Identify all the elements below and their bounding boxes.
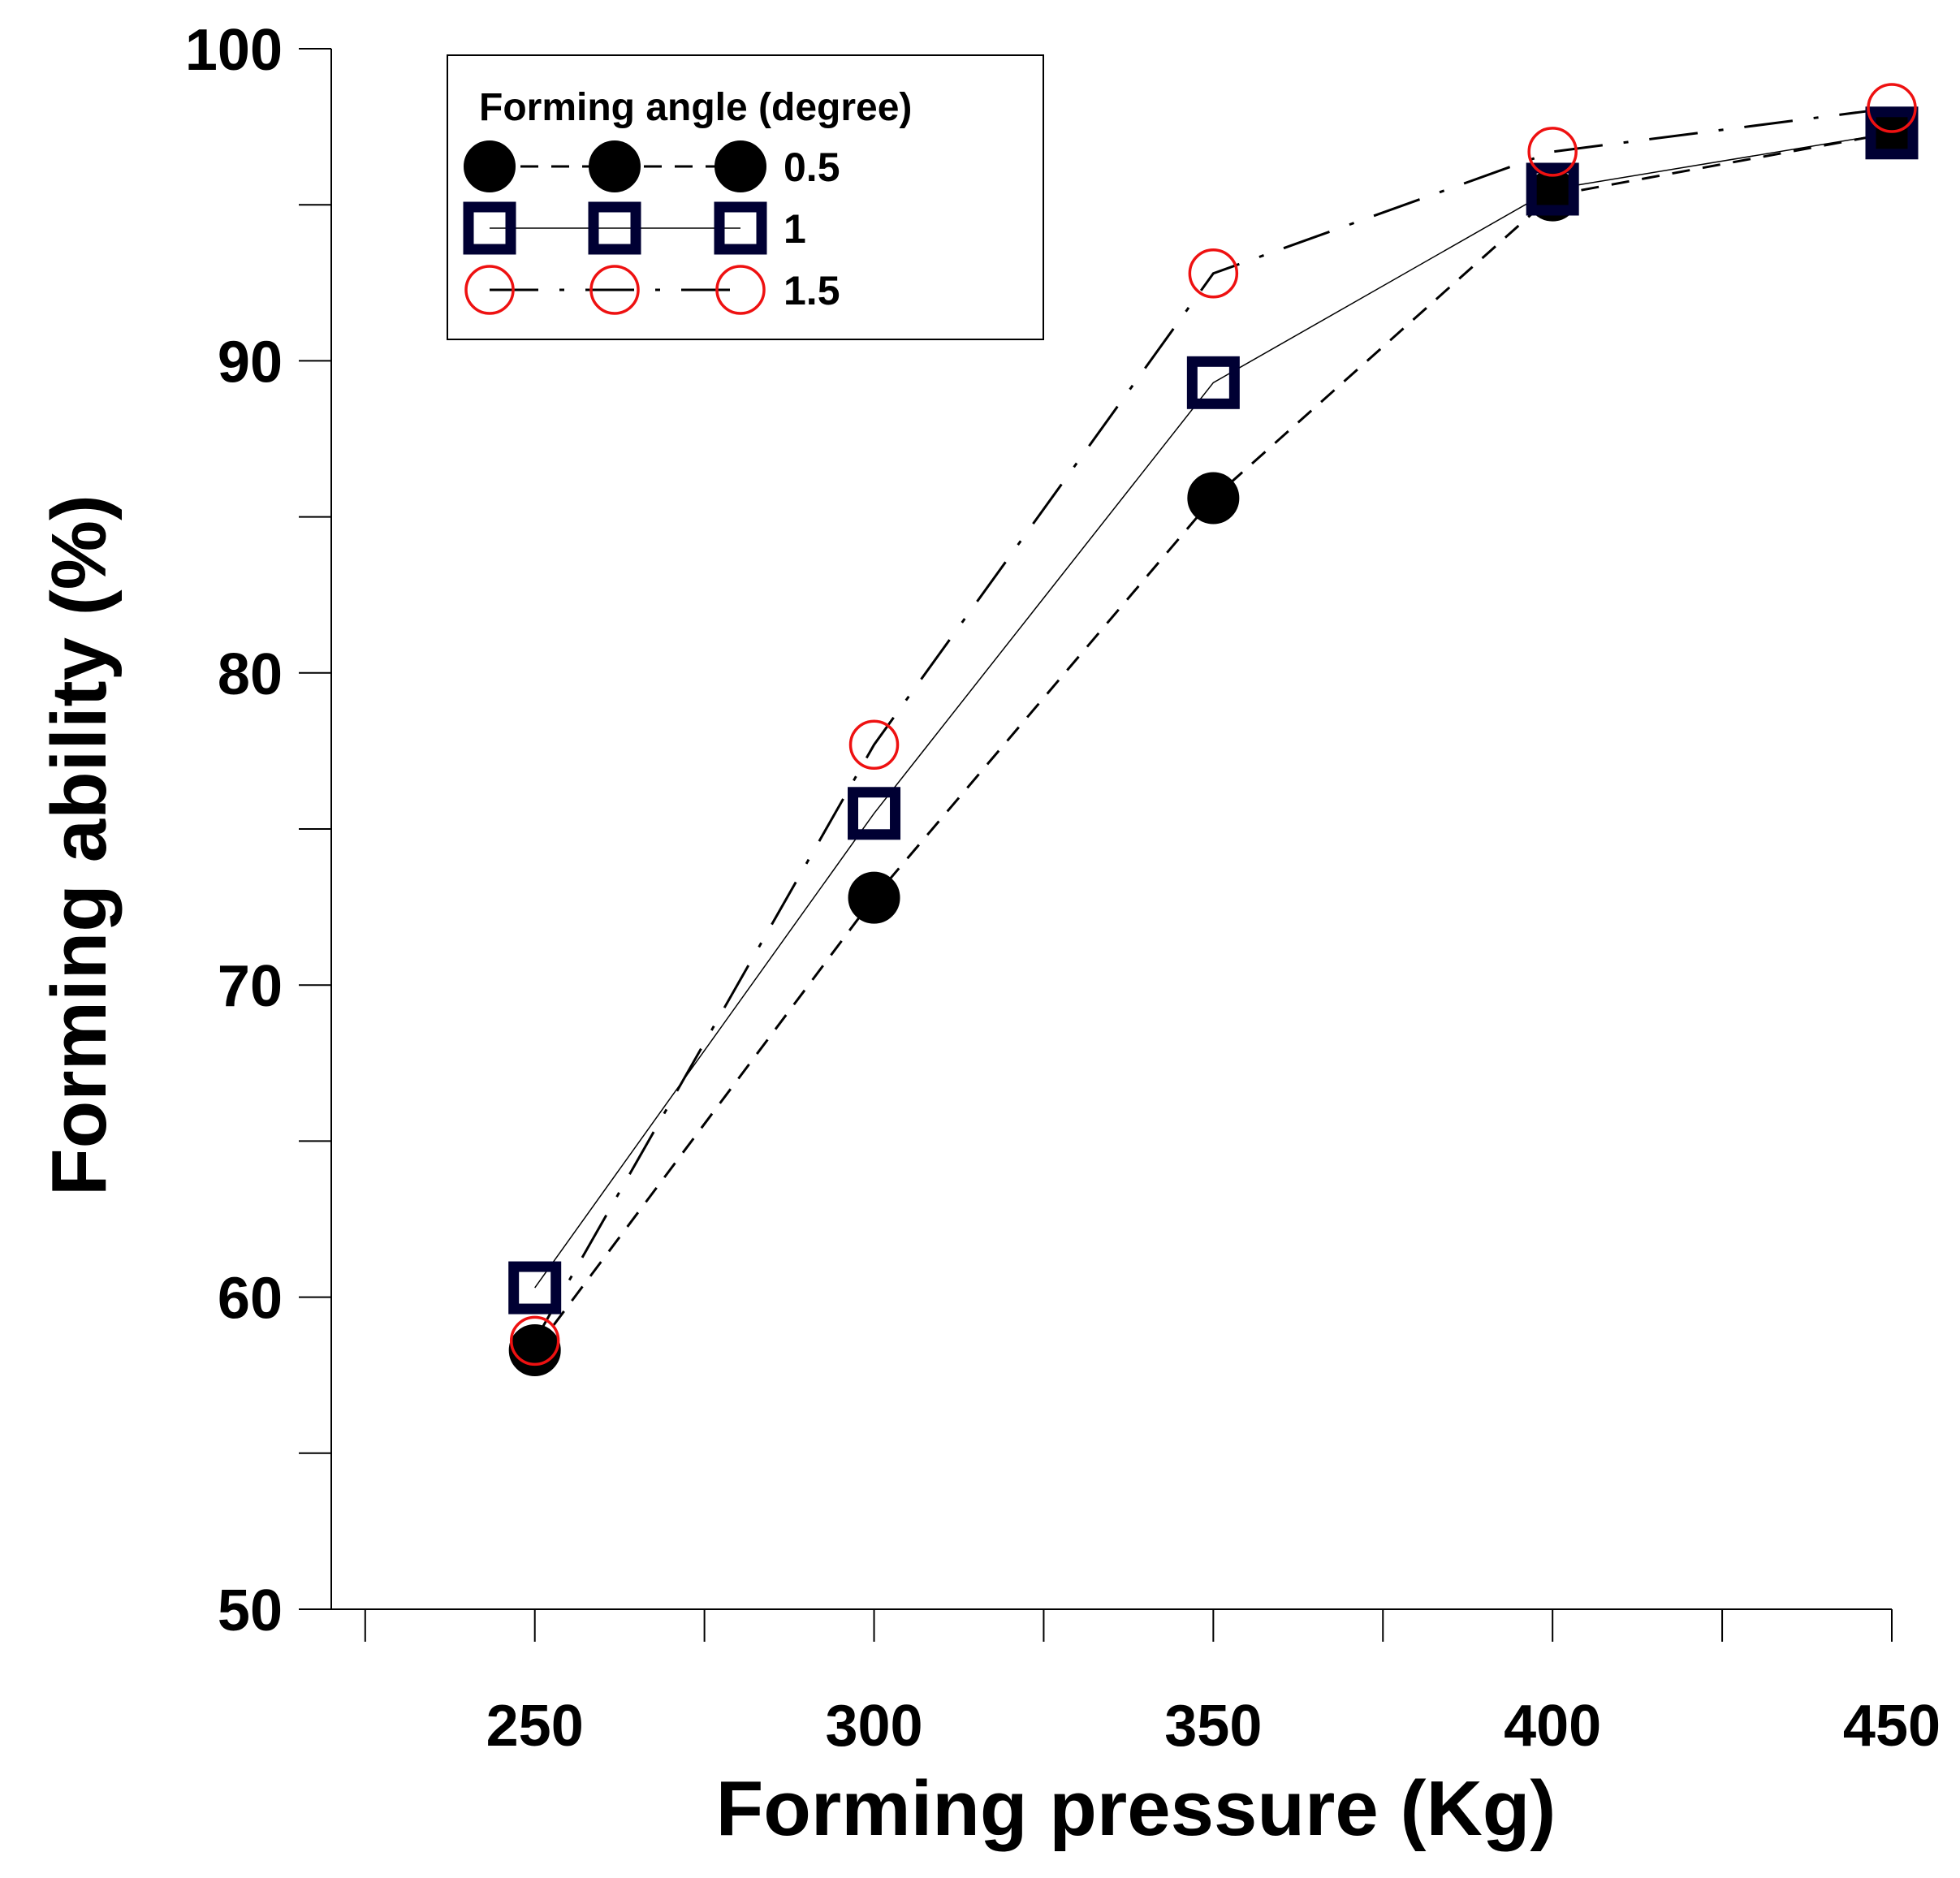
data-point bbox=[508, 1323, 561, 1376]
data-point bbox=[509, 1315, 560, 1366]
data-point bbox=[1526, 162, 1579, 216]
x-tick-label: 350 bbox=[1164, 1694, 1262, 1759]
data-point bbox=[508, 1261, 562, 1315]
axes: 50 60 70 80 90 100 250 300 350 400 450 bbox=[185, 18, 1941, 1759]
legend-entry: 0.5 bbox=[464, 140, 840, 192]
legend-marker bbox=[714, 201, 767, 255]
x-tick-label: 300 bbox=[825, 1694, 922, 1759]
legend-marker bbox=[464, 140, 516, 192]
legend-marker bbox=[463, 201, 516, 255]
legend-marker bbox=[588, 201, 641, 255]
legend-label: 1.5 bbox=[784, 268, 840, 313]
y-tick-label: 70 bbox=[218, 954, 283, 1019]
y-tick-label: 90 bbox=[218, 330, 283, 395]
data-point bbox=[1865, 106, 1919, 160]
legend-marker bbox=[464, 265, 515, 315]
legend-marker bbox=[715, 265, 766, 315]
series-1 bbox=[534, 132, 1893, 1289]
y-tick-label: 80 bbox=[218, 642, 283, 707]
series-markers-0-5 bbox=[508, 106, 1918, 1376]
legend-marker bbox=[589, 140, 641, 192]
legend-marker bbox=[714, 140, 766, 192]
series-markers-1-5 bbox=[509, 83, 1917, 1366]
data-point bbox=[1186, 356, 1240, 409]
data-point bbox=[1188, 248, 1239, 299]
legend-entry: 1 bbox=[463, 201, 806, 255]
x-tick-label: 450 bbox=[1843, 1694, 1941, 1759]
y-axis-title: Forming ability (%) bbox=[36, 494, 123, 1196]
x-tick-label: 400 bbox=[1504, 1694, 1601, 1759]
plot-series bbox=[508, 83, 1919, 1376]
x-axis-title: Forming pressure (Kg) bbox=[716, 1765, 1556, 1852]
data-point bbox=[848, 719, 900, 770]
series-markers-1 bbox=[508, 106, 1919, 1315]
y-tick-label: 100 bbox=[185, 18, 283, 83]
legend-entry: 1.5 bbox=[464, 265, 840, 315]
axis-titles: Forming pressure (Kg) Forming ability (%… bbox=[36, 494, 1556, 1852]
series-line bbox=[533, 106, 1893, 1342]
data-point bbox=[1867, 83, 1917, 133]
data-point bbox=[848, 787, 901, 840]
legend-label: 0.5 bbox=[784, 145, 840, 190]
y-tick-label: 60 bbox=[218, 1267, 283, 1332]
data-point bbox=[1527, 127, 1578, 177]
legend-label: 1 bbox=[784, 206, 806, 252]
series-line bbox=[534, 132, 1893, 1289]
legend-title: Forming angle (degree) bbox=[479, 86, 912, 129]
x-tick-label: 250 bbox=[486, 1694, 584, 1759]
data-point bbox=[848, 871, 900, 924]
data-point bbox=[1187, 472, 1240, 525]
legend-marker bbox=[589, 265, 640, 315]
legend: Forming angle (degree) 0.5 1 1.5 bbox=[447, 54, 1044, 340]
legend-box bbox=[447, 54, 1044, 340]
y-tick-label: 50 bbox=[218, 1578, 283, 1643]
series-1-5 bbox=[533, 106, 1893, 1342]
